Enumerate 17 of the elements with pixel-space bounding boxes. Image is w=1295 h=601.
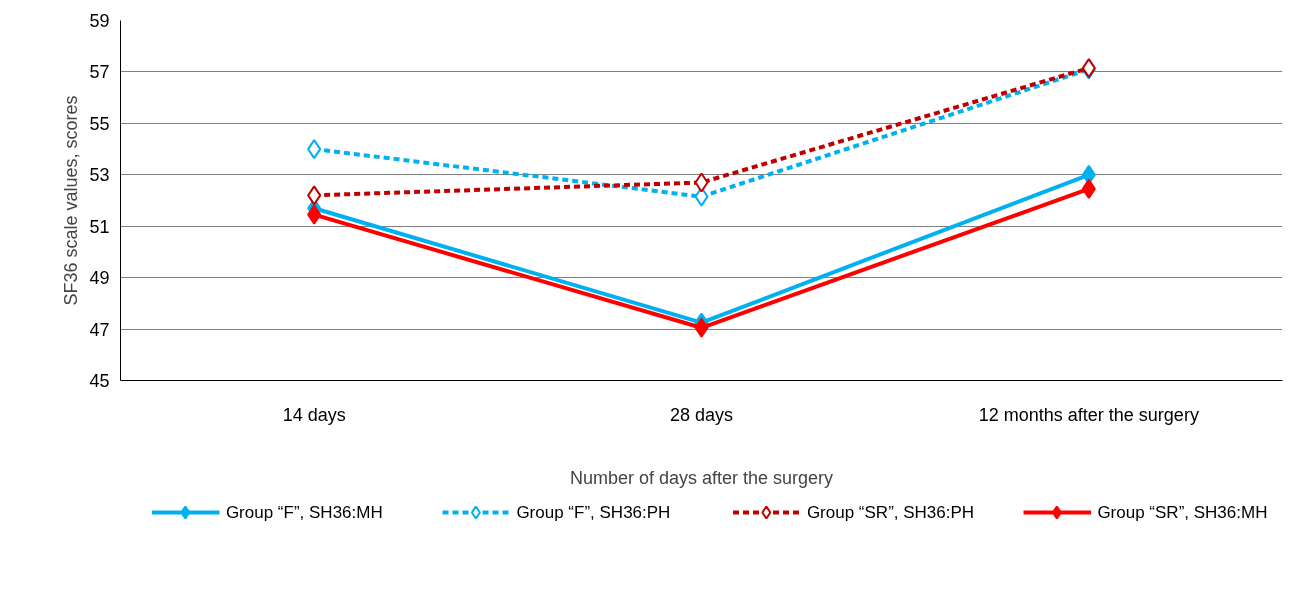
y-tick-label: 51 <box>89 216 110 237</box>
y-tick-label: 57 <box>89 62 110 83</box>
y-tick-label: 59 <box>89 11 110 31</box>
legend-label: Group “SR”, SH36:PH <box>806 503 975 522</box>
legend-label: Group “F”, SH36:PH <box>516 503 671 522</box>
x-tick-label: 14 days <box>282 404 346 425</box>
y-tick-label: 55 <box>89 113 110 134</box>
y-tick-label: 47 <box>89 319 110 340</box>
x-tick-label: 28 days <box>669 404 734 425</box>
x-tick-label: 12 months after the surgery <box>978 404 1199 425</box>
y-tick-label: 53 <box>89 165 110 186</box>
x-axis-title: Number of days after the surgery <box>569 467 834 488</box>
y-axis-title: SF36 scale values, scores <box>61 95 82 306</box>
legend-label: Group “F”, SH36:MH <box>225 503 383 522</box>
y-tick-label: 45 <box>89 371 110 391</box>
legend-label: Group “SR”, SH36:MH <box>1097 503 1268 522</box>
y-tick-label: 49 <box>89 268 110 289</box>
